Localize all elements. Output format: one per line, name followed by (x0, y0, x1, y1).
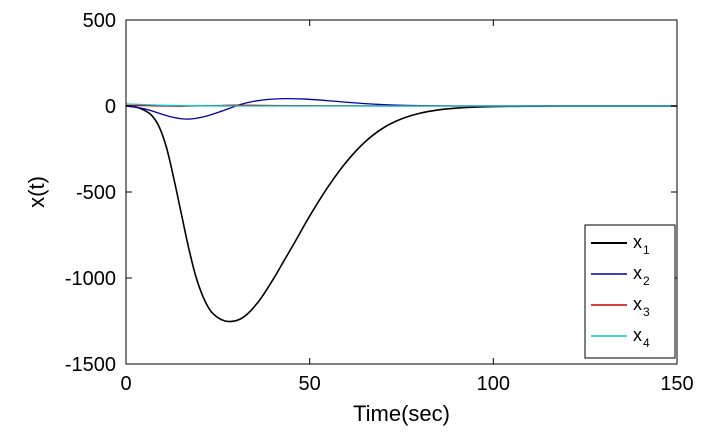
series-line-x4 (125, 103, 677, 107)
x-tick-label: 50 (299, 373, 321, 395)
ticks-layer (125, 19, 678, 365)
x-axis-title: Time(sec) (353, 401, 450, 426)
y-axis-title: x(t) (24, 176, 49, 208)
legend-label-base: x (633, 232, 642, 252)
series-layer (125, 97, 677, 323)
y-tick-label: 0 (105, 96, 116, 118)
legend-label-base: x (633, 263, 642, 283)
y-tick-label: 500 (83, 10, 116, 32)
legend-label-x1: x1 (633, 232, 650, 257)
legend-label-base: x (633, 325, 642, 345)
legend-box (584, 224, 676, 359)
legend-label-subscript: 1 (643, 243, 650, 257)
legend-label-subscript: 2 (643, 274, 650, 288)
legend-label-x2: x2 (633, 263, 650, 288)
legend-label-base: x (633, 294, 642, 314)
legend-label-subscript: 4 (643, 336, 650, 350)
y-tick-label: -1500 (65, 354, 116, 376)
legend-label-x4: x4 (633, 325, 650, 350)
tick-labels-layer: 0 50 100 150 -1500 -1000 -500 0 500 (65, 10, 694, 395)
legend-label-x3: x3 (633, 294, 650, 319)
x-tick-label: 150 (660, 373, 693, 395)
y-tick-label: -1000 (65, 268, 116, 290)
legend-label-subscript: 3 (643, 305, 650, 319)
series-line-x1 (125, 105, 677, 323)
x-tick-label: 100 (477, 373, 510, 395)
x-tick-label: 0 (120, 373, 131, 395)
y-tick-label: -500 (76, 182, 116, 204)
